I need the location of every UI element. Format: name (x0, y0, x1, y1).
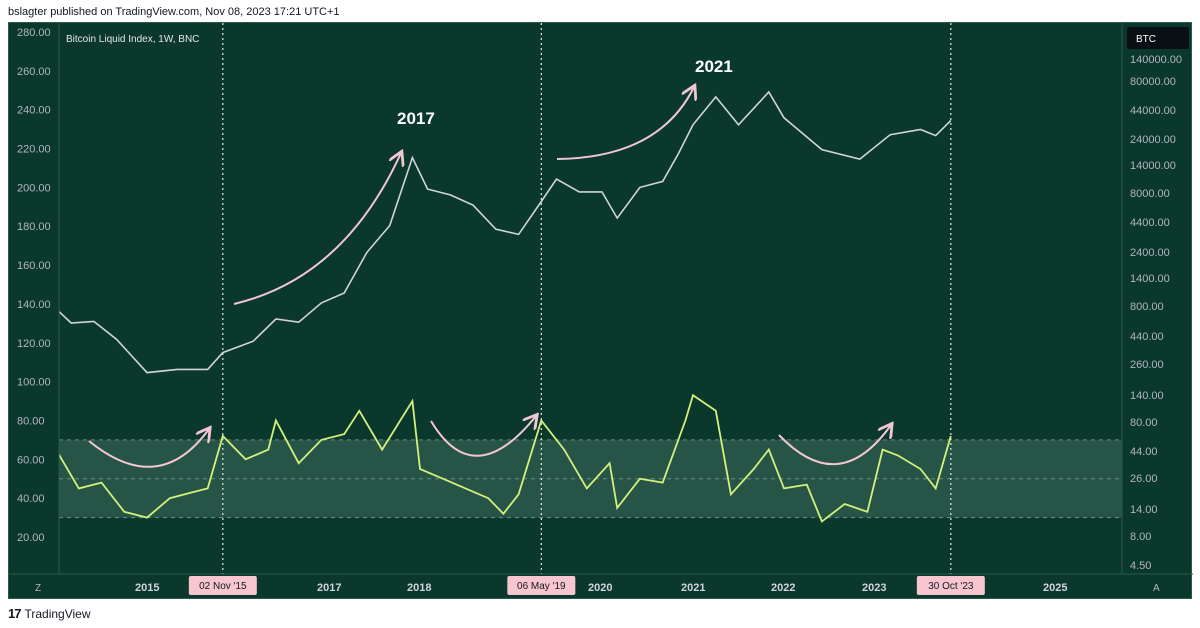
left-axis-tick: 260.00 (17, 66, 51, 78)
arrow-2017-rally (233, 153, 401, 305)
right-axis-tick: 440.00 (1130, 331, 1164, 343)
right-axis-tick: 4400.00 (1130, 217, 1170, 229)
right-axis-tick: 80.00 (1130, 417, 1158, 429)
left-axis-tick: 200.00 (17, 182, 51, 194)
attribution-text: bslagter published on TradingView.com, N… (8, 6, 340, 18)
right-axis-tick: 140000.00 (1130, 54, 1182, 66)
time-axis-tick: 2018 (407, 582, 431, 594)
left-axis-tick: 280.00 (17, 27, 51, 39)
marker-label-bg (188, 576, 257, 595)
time-axis-tick: 2023 (862, 582, 886, 594)
right-price-axis[interactable]: 140000.00 80000.00 44000.00 24000.00 14000.0… (1121, 23, 1182, 574)
vertical-marker-label: 06 May '19 (507, 576, 576, 595)
timezone-button[interactable]: Z (35, 583, 41, 594)
right-axis-tick: 4.50 (1130, 560, 1151, 572)
left-price-axis[interactable]: 280.00 260.00 240.00 220.00 200.00 180.00 160.… (9, 23, 60, 574)
left-axis-tick: 20.00 (17, 532, 45, 544)
auto-scale-button[interactable]: A (1153, 583, 1160, 594)
tradingview-brand: TradingView (24, 606, 91, 621)
marker-label-bg (916, 576, 985, 595)
time-axis-tick: 2025 (1043, 582, 1067, 594)
left-axis-tick: 100.00 (17, 377, 51, 389)
arrow-2015-oscillator (88, 429, 209, 468)
left-axis-tick: 180.00 (17, 221, 51, 233)
left-axis-tick: 220.00 (17, 144, 51, 156)
vertical-marker-label: 02 Nov '15 (188, 576, 257, 595)
right-axis-tick: 2400.00 (1130, 247, 1170, 259)
time-axis-tick: 2020 (588, 582, 612, 594)
right-axis-tick: 44000.00 (1130, 105, 1176, 117)
annotation-2017: 2017 (397, 109, 435, 128)
marker-label-text: 06 May '19 (517, 581, 566, 592)
left-axis-tick: 40.00 (17, 493, 45, 505)
time-axis-tick: 2022 (771, 582, 795, 594)
left-axis-tick: 60.00 (17, 454, 45, 466)
oscillator-line (55, 393, 952, 523)
right-axis-tick: 80000.00 (1130, 76, 1176, 88)
left-axis-tick: 160.00 (17, 260, 51, 272)
left-axis-tick: 80.00 (17, 415, 45, 427)
price-line (55, 90, 952, 374)
time-axis[interactable]: 2015 2017 2018 2020 2021 2022 2023 2025 02 Nov '… (9, 573, 1193, 595)
chart-title: Bitcoin Liquid Index, 1W, BNC (66, 34, 199, 45)
tradingview-logo[interactable]: 17 TradingView (8, 606, 91, 621)
left-axis-tick: 140.00 (17, 299, 51, 311)
oscillator-series (55, 393, 952, 523)
chart-canvas[interactable]: 280.00 260.00 240.00 220.00 200.00 180.00 160.… (9, 23, 1193, 600)
price-series (55, 90, 952, 374)
right-axis-tick: 260.00 (1130, 359, 1164, 371)
left-axis-tick: 240.00 (17, 105, 51, 117)
symbol-badge[interactable]: BTC (1127, 27, 1189, 49)
right-axis-tick: 24000.00 (1130, 134, 1176, 146)
vertical-markers (222, 23, 952, 574)
time-axis-tick: 2015 (135, 582, 159, 594)
arrow-2023-oscillator (778, 425, 891, 466)
right-axis-tick: 8000.00 (1130, 188, 1170, 200)
time-axis-tick: 2021 (681, 582, 705, 594)
right-axis-tick: 8.00 (1130, 531, 1151, 543)
right-axis-tick: 1400.00 (1130, 273, 1170, 285)
symbol-badge-label: BTC (1136, 34, 1156, 45)
tradingview-mark-icon: 17 (8, 606, 22, 621)
marker-label-text: 02 Nov '15 (199, 581, 247, 592)
arrow-2021-rally (556, 87, 694, 160)
annotation-arrows (88, 87, 891, 468)
right-axis-tick: 14000.00 (1130, 160, 1176, 172)
left-axis-bg (9, 23, 59, 574)
right-axis-tick: 44.00 (1130, 446, 1158, 458)
right-axis-tick: 26.00 (1130, 473, 1158, 485)
annotation-2021: 2021 (695, 57, 733, 76)
marker-label-text: 30 Oct '23 (928, 581, 974, 592)
arrow-2019-oscillator (430, 416, 536, 457)
oscillator-band (59, 439, 1122, 519)
right-axis-tick: 140.00 (1130, 390, 1164, 402)
left-axis-tick: 120.00 (17, 338, 51, 350)
marker-label-bg (507, 576, 576, 595)
vertical-marker-label: 30 Oct '23 (916, 576, 985, 595)
chart-frame[interactable]: 280.00 260.00 240.00 220.00 200.00 180.00 160.… (8, 22, 1193, 600)
right-axis-tick: 14.00 (1130, 504, 1158, 516)
time-axis-tick: 2017 (317, 582, 341, 594)
right-axis-tick: 800.00 (1130, 301, 1164, 313)
